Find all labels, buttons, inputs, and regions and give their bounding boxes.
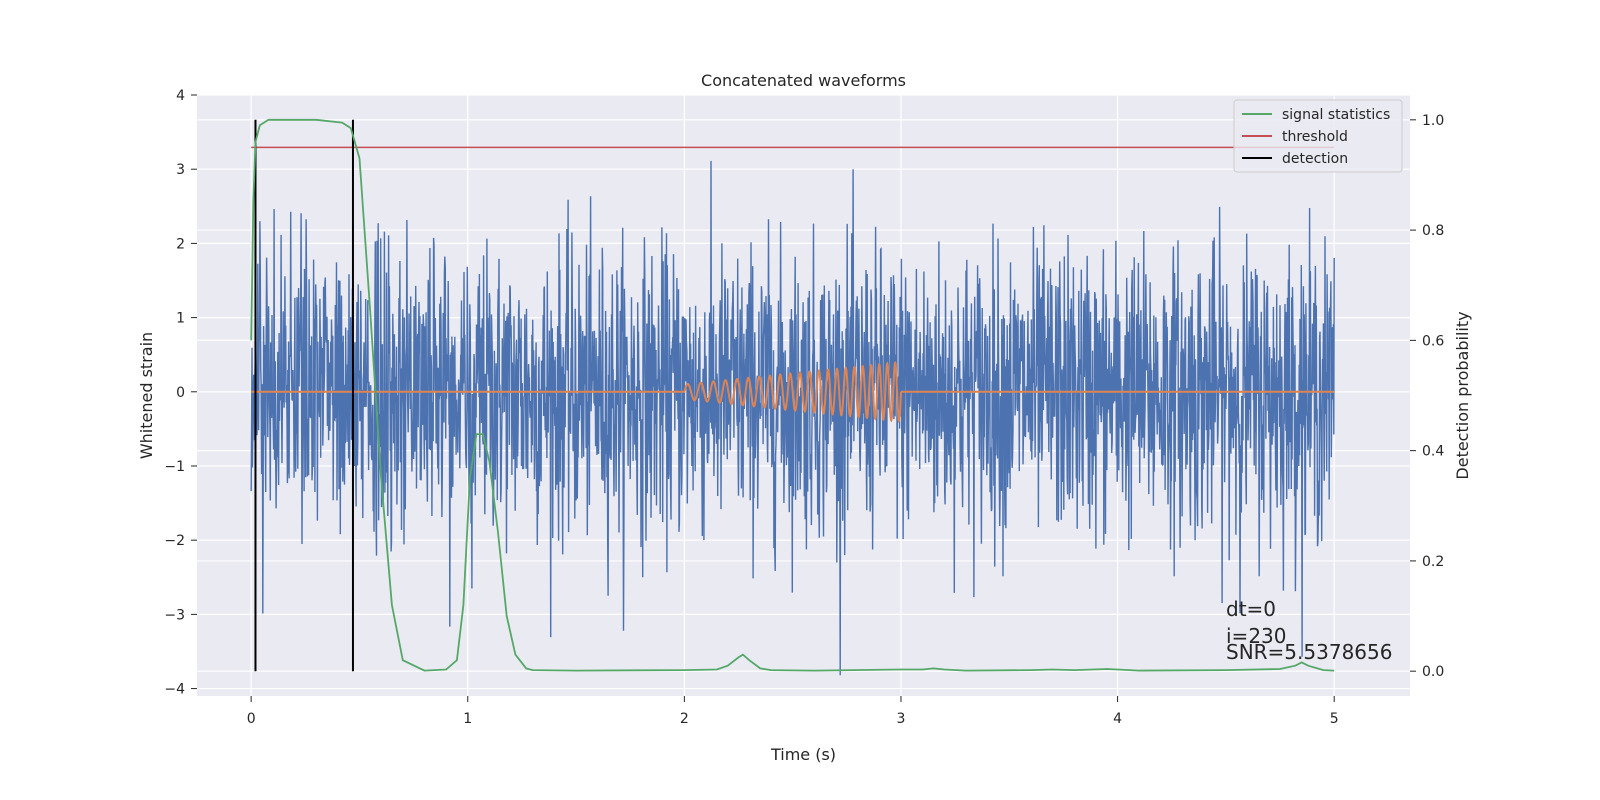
signal-statistics-series: [250, 118, 1335, 672]
y-tick-label-right: 0.8: [1422, 223, 1444, 239]
y-tick-label: −2: [164, 533, 185, 549]
legend-label-detection: detection: [1282, 151, 1348, 167]
y-tick-label-right: 0.4: [1422, 444, 1444, 460]
legend-box: [1233, 99, 1403, 173]
y-tick-label-right: 0.2: [1422, 554, 1444, 570]
y-tick-label: 1: [176, 311, 185, 327]
y-tick-label-right: 0.6: [1422, 333, 1444, 349]
annotation-index: i=230: [1226, 624, 1287, 648]
x-tick-label: 4: [1113, 711, 1122, 727]
legend: signal statistics threshold detection: [1233, 99, 1403, 173]
legend-label-threshold: threshold: [1282, 129, 1348, 145]
x-tick-label: 2: [680, 711, 689, 727]
annotation-dt: dt=0: [1226, 597, 1276, 621]
y-tick-label: 0: [176, 385, 185, 401]
detection-lines: [254, 119, 354, 672]
strain-series: [250, 160, 1335, 676]
waveform-series: [251, 360, 1335, 423]
y-tick-label: −3: [164, 607, 185, 623]
x-axis-label: Time (s): [770, 745, 836, 764]
y-tick-label: 4: [176, 88, 185, 104]
y-axis-label: Whitened strain: [137, 332, 156, 459]
y-tick-label: −4: [164, 682, 185, 698]
chart-title: Concatenated waveforms: [701, 71, 906, 90]
annotation-snr: SNR=5.5378656: [1226, 640, 1392, 664]
y-tick-label: 3: [176, 162, 185, 178]
x-tick-label: 3: [897, 711, 906, 727]
y-axis-label-right: Detection probability: [1453, 311, 1472, 479]
y-tick-label-right: 0.0: [1422, 664, 1444, 680]
x-tick-label: 0: [247, 711, 256, 727]
x-tick-label: 1: [463, 711, 472, 727]
y-ticks-left: −4 −3 −2 −1 0 1 2 3 4: [164, 88, 197, 698]
x-ticks: 0 1 2 3 4 5: [247, 696, 1339, 727]
y-tick-label-right: 1.0: [1422, 113, 1444, 129]
y-tick-label: 2: [176, 236, 185, 252]
x-tick-label: 5: [1330, 711, 1339, 727]
y-ticks-right: 0.0 0.2 0.4 0.6 0.8 1.0: [1410, 113, 1444, 680]
legend-label-signal-statistics: signal statistics: [1282, 107, 1390, 123]
y-tick-label: −1: [164, 459, 185, 475]
